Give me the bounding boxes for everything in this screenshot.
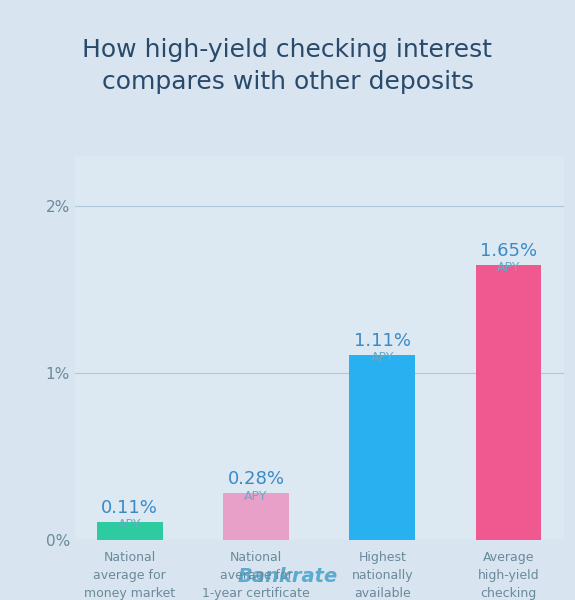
Bar — [350, 355, 415, 540]
Text: APY: APY — [370, 352, 394, 364]
Bar — [223, 493, 289, 540]
Text: APY: APY — [497, 261, 520, 274]
Text: How high-yield checking interest
compares with other deposits: How high-yield checking interest compare… — [82, 38, 493, 94]
Text: APY: APY — [244, 490, 268, 503]
Text: 0.11%: 0.11% — [101, 499, 158, 517]
Bar — [97, 521, 163, 540]
Text: 1.65%: 1.65% — [480, 242, 537, 260]
Text: 1.11%: 1.11% — [354, 332, 411, 350]
Text: Bankrate: Bankrate — [237, 566, 338, 586]
Text: APY: APY — [118, 518, 141, 531]
Bar — [476, 265, 541, 540]
Text: 0.28%: 0.28% — [228, 470, 285, 488]
